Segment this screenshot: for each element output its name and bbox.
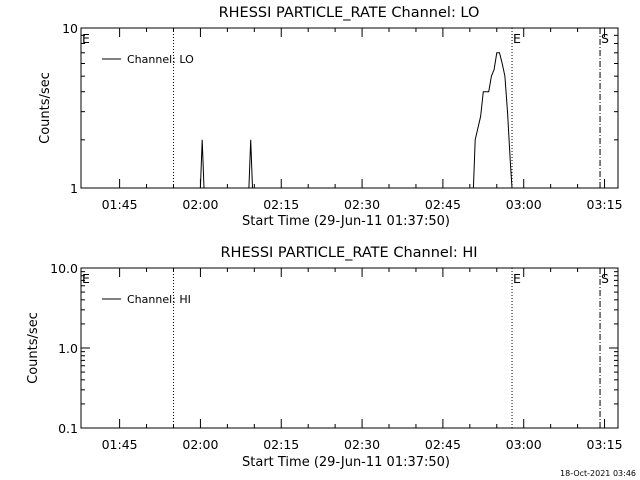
y-tick-label: 0.1: [58, 421, 78, 436]
x-tick-label: 01:45: [102, 197, 138, 212]
lo-channel-panel: RHESSI PARTICLE_RATE Channel: LO Start T…: [38, 5, 623, 229]
x-tick-label: 03:15: [587, 197, 623, 212]
date-stamp: 18-Oct-2021 03:46: [560, 469, 636, 478]
x-tick-label: 02:45: [425, 437, 461, 452]
y-tick-label: 1: [70, 181, 78, 196]
event-marker-label: E: [513, 271, 521, 286]
x-tick-label: 02:15: [263, 197, 299, 212]
x-tick-label: 02:00: [182, 197, 218, 212]
y-axis-label: Counts/sec: [38, 72, 53, 144]
x-tick-label: 03:00: [506, 197, 542, 212]
y-tick-label: 10: [62, 21, 78, 36]
x-tick-label: 02:45: [425, 197, 461, 212]
x-tick-label: 03:15: [587, 437, 623, 452]
event-marker-label: S: [601, 271, 609, 286]
chart-title: RHESSI PARTICLE_RATE Channel: LO: [219, 5, 480, 21]
x-tick-label: 02:15: [263, 437, 299, 452]
x-tick-label: 02:30: [344, 197, 380, 212]
x-tick-label: 02:30: [344, 437, 380, 452]
event-marker-label: S: [601, 31, 609, 46]
y-tick-label: 1.0: [58, 341, 78, 356]
hi-channel-panel: RHESSI PARTICLE_RATE Channel: HI Start T…: [26, 245, 623, 470]
plot-frame: [80, 27, 619, 189]
x-tick-label: 02:00: [182, 437, 218, 452]
y-axis-label: Counts/sec: [26, 312, 41, 384]
x-axis-label: Start Time (29-Jun-11 01:37:50): [242, 214, 450, 229]
legend-label: Channel: LO: [127, 53, 194, 66]
event-marker-label: E: [513, 31, 521, 46]
event-marker-label: E: [82, 31, 90, 46]
legend-label: Channel: HI: [127, 293, 191, 306]
event-marker-label: E: [82, 271, 90, 286]
plot-frame: [80, 267, 619, 429]
y-tick-label: 10.0: [50, 261, 78, 276]
x-tick-label: 03:00: [506, 437, 542, 452]
series-line: [81, 52, 608, 189]
x-tick-label: 01:45: [102, 437, 138, 452]
x-axis-label: Start Time (29-Jun-11 01:37:50): [242, 455, 450, 470]
chart-title: RHESSI PARTICLE_RATE Channel: HI: [220, 245, 477, 261]
